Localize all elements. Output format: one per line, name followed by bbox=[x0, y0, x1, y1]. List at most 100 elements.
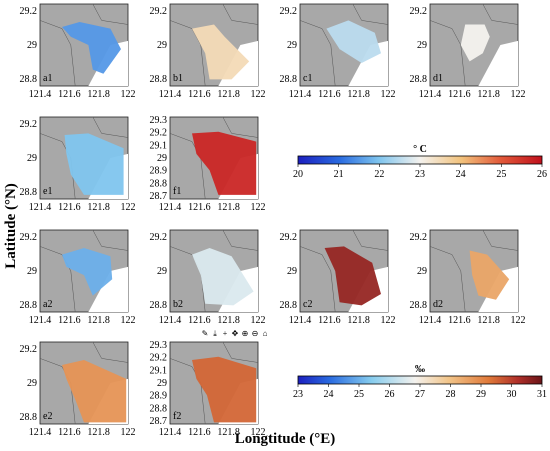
x-tick-label: 121.8 bbox=[217, 202, 240, 213]
coastline-c1 bbox=[299, 3, 389, 87]
zoom-in-icon[interactable]: ⊕ bbox=[242, 329, 249, 338]
field-b1 bbox=[192, 24, 250, 80]
panel-label-f2: f2 bbox=[173, 411, 181, 422]
y-tick-label: 29 bbox=[417, 40, 427, 51]
x-tick-label: 122 bbox=[251, 202, 266, 213]
panel-c1: c1 121.4 121.6 121.8 122 28.8 29 29.2 bbox=[280, 3, 396, 100]
panel-label-e1: e1 bbox=[43, 186, 52, 197]
y-tick-label: 28.7 bbox=[150, 416, 168, 427]
x-tick-label: 121.4 bbox=[289, 315, 312, 326]
panel-d1: d1 121.4 121.6 121.8 122 28.8 29 29.2 bbox=[410, 3, 526, 100]
colorbar-tick-label: 23 bbox=[415, 169, 425, 180]
panel-b1: b1 121.4 121.6 121.8 122 28.8 29 29.2 bbox=[150, 3, 266, 100]
x-tick-label: 121.8 bbox=[477, 89, 500, 100]
x-tick-label: 122 bbox=[251, 89, 266, 100]
field-d2 bbox=[469, 250, 510, 300]
x-tick-label: 121.6 bbox=[58, 427, 81, 438]
x-tick-label: 121.4 bbox=[159, 427, 182, 438]
coastline-d1 bbox=[429, 3, 519, 87]
panel-label-b2: b2 bbox=[173, 299, 183, 310]
x-tick-label: 121.8 bbox=[217, 89, 240, 100]
pan-icon[interactable]: ✥ bbox=[232, 329, 239, 338]
colorbar-unit: ° C bbox=[413, 144, 427, 155]
x-tick-label: 121.6 bbox=[58, 202, 81, 213]
x-tick-label: 121.6 bbox=[58, 315, 81, 326]
plus-icon[interactable]: + bbox=[223, 329, 228, 338]
panel-label-e2: e2 bbox=[43, 411, 52, 422]
x-tick-label: 121.8 bbox=[477, 315, 500, 326]
x-tick-label: 122 bbox=[251, 427, 266, 438]
download-icon[interactable]: ⤓ bbox=[213, 329, 217, 338]
y-tick-label: 29.2 bbox=[410, 6, 428, 17]
colorbar-tick-label: 24 bbox=[324, 389, 334, 400]
y-tick-label: 28.8 bbox=[20, 412, 38, 423]
panel-label-b1: b1 bbox=[173, 73, 183, 84]
colorbar-tick-label: 30 bbox=[507, 389, 517, 400]
y-tick-label: 29 bbox=[27, 266, 37, 277]
x-tick-label: 122 bbox=[511, 89, 526, 100]
y-tick-label: 29 bbox=[157, 266, 167, 277]
y-tick-label: 29.1 bbox=[150, 140, 168, 151]
x-tick-label: 121.8 bbox=[87, 202, 110, 213]
panel-a2: a2 121.4 121.6 121.8 122 28.8 29 29.2 bbox=[20, 229, 136, 326]
open-sea-d1 bbox=[478, 40, 518, 86]
x-tick-label: 121.8 bbox=[87, 427, 110, 438]
panel-e2: e2 121.4 121.6 121.8 122 28.8 29 29.2 bbox=[20, 341, 136, 438]
y-tick-label: 29 bbox=[27, 40, 37, 51]
panel-label-c2: c2 bbox=[303, 299, 312, 310]
panel-label-d2: d2 bbox=[433, 299, 443, 310]
y-tick-label: 28.8 bbox=[410, 74, 428, 85]
colorbar-tick-label: 27 bbox=[415, 389, 425, 400]
home-icon[interactable]: ⌂ bbox=[263, 329, 268, 338]
x-tick-label: 122 bbox=[121, 427, 136, 438]
x-tick-label: 121.8 bbox=[347, 315, 370, 326]
y-tick-label: 29.1 bbox=[150, 365, 168, 376]
colorbar-tick-label: 20 bbox=[293, 169, 303, 180]
pencil-icon[interactable]: ✎ bbox=[202, 329, 209, 338]
colorbar-tick-label: 31 bbox=[537, 389, 547, 400]
panel-label-a2: a2 bbox=[43, 299, 52, 310]
zoom-out-icon[interactable]: ⊖ bbox=[252, 329, 259, 338]
x-tick-label: 121.4 bbox=[159, 315, 182, 326]
x-tick-label: 122 bbox=[251, 315, 266, 326]
x-tick-label: 121.6 bbox=[318, 89, 341, 100]
y-tick-label: 28.7 bbox=[150, 191, 168, 202]
y-tick-label: 29.2 bbox=[150, 6, 168, 17]
y-tick-label: 29 bbox=[287, 266, 297, 277]
field-f1 bbox=[192, 131, 257, 195]
x-tick-label: 122 bbox=[381, 315, 396, 326]
y-tick-label: 29 bbox=[417, 266, 427, 277]
field-e1 bbox=[64, 133, 124, 195]
colorbar-tick-label: 23 bbox=[293, 389, 303, 400]
field-d1 bbox=[460, 24, 490, 62]
y-tick-label: 29 bbox=[157, 153, 167, 164]
field-c2 bbox=[324, 246, 381, 306]
x-tick-label: 121.6 bbox=[188, 315, 211, 326]
x-tick-label: 121.8 bbox=[87, 315, 110, 326]
x-tick-label: 121.4 bbox=[29, 89, 52, 100]
y-tick-label: 29 bbox=[27, 153, 37, 164]
y-tick-label: 29.2 bbox=[20, 119, 38, 130]
x-tick-label: 122 bbox=[121, 202, 136, 213]
panel-label-c1: c1 bbox=[303, 73, 312, 84]
y-tick-label: 29.2 bbox=[20, 232, 38, 243]
y-tick-label: 29 bbox=[157, 40, 167, 51]
x-tick-label: 121.6 bbox=[448, 89, 471, 100]
x-tick-label: 121.6 bbox=[448, 315, 471, 326]
colorbar-ramp bbox=[297, 375, 543, 385]
y-tick-label: 28.8 bbox=[150, 403, 168, 414]
y-tick-label: 29.2 bbox=[20, 6, 38, 17]
colorbar-tick-label: 26 bbox=[385, 389, 395, 400]
y-tick-label: 28.8 bbox=[20, 74, 38, 85]
x-tick-label: 121.4 bbox=[419, 89, 442, 100]
y-tick-label: 29.2 bbox=[20, 344, 38, 355]
y-tick-label: 28.9 bbox=[150, 166, 168, 177]
colorbar-unit: ‰ bbox=[415, 364, 425, 375]
x-tick-label: 121.4 bbox=[29, 427, 52, 438]
field-a1 bbox=[62, 22, 121, 74]
y-tick-label: 28.8 bbox=[150, 178, 168, 189]
colorbar-tick-label: 22 bbox=[374, 169, 384, 180]
y-tick-label: 28.9 bbox=[150, 391, 168, 402]
x-tick-label: 121.8 bbox=[217, 315, 240, 326]
